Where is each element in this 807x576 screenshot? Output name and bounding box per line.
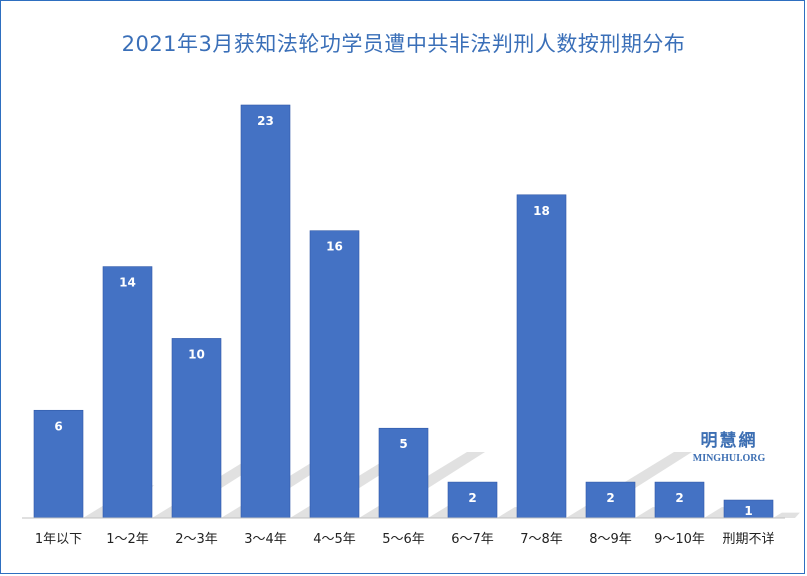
data-labels: 6 14 10 23 16 5 2 18 2 2 1 bbox=[54, 114, 752, 518]
data-label: 10 bbox=[188, 347, 205, 361]
bar bbox=[309, 230, 360, 519]
bar bbox=[654, 481, 705, 519]
x-tick-label: 刑期不详 bbox=[722, 532, 774, 547]
watermark-chinese: 明慧網 bbox=[700, 431, 758, 451]
data-label: 2 bbox=[606, 491, 614, 505]
bar-shadow bbox=[773, 512, 800, 518]
data-label: 6 bbox=[54, 419, 62, 433]
data-label: 2 bbox=[675, 491, 683, 505]
minghui-watermark: 明慧網 MINGHUI.ORG bbox=[684, 426, 774, 464]
chart-title: 2021年3月获知法轮功学员遭中共非法判刑人数按刑期分布 bbox=[121, 32, 686, 56]
data-label: 2 bbox=[468, 491, 476, 505]
data-label: 14 bbox=[119, 276, 136, 290]
bar bbox=[447, 481, 498, 519]
x-tick-label: 3～4年 bbox=[244, 532, 287, 547]
data-label: 5 bbox=[399, 437, 407, 451]
x-tick-labels: 1年以下 1～2年 2～3年 3～4年 4～5年 5～6年 6～7年 7～8年 8～9年 9～10… bbox=[35, 532, 775, 547]
data-label: 1 bbox=[744, 504, 752, 518]
bar bbox=[378, 427, 429, 519]
x-tick-label: 5～6年 bbox=[382, 532, 425, 547]
bar bbox=[240, 104, 291, 519]
x-tick-label: 2～3年 bbox=[175, 532, 218, 547]
watermark-english: MINGHUI.ORG bbox=[692, 453, 766, 464]
bar bbox=[171, 338, 222, 519]
bar bbox=[102, 266, 153, 519]
x-tick-label: 1年以下 bbox=[35, 532, 82, 547]
x-tick-label: 9～10年 bbox=[654, 532, 705, 547]
x-tick-label: 4～5年 bbox=[313, 532, 356, 547]
x-tick-label: 8～9年 bbox=[589, 532, 632, 547]
x-tick-label: 6～7年 bbox=[451, 532, 494, 547]
bar bbox=[33, 409, 84, 519]
x-tick-label: 1～2年 bbox=[106, 532, 149, 547]
data-label: 18 bbox=[533, 204, 550, 218]
data-label: 23 bbox=[257, 114, 274, 128]
bars bbox=[33, 104, 774, 519]
bar bbox=[585, 481, 636, 519]
x-tick-label: 7～8年 bbox=[520, 532, 563, 547]
data-label: 16 bbox=[326, 240, 343, 254]
bar bbox=[516, 194, 567, 519]
